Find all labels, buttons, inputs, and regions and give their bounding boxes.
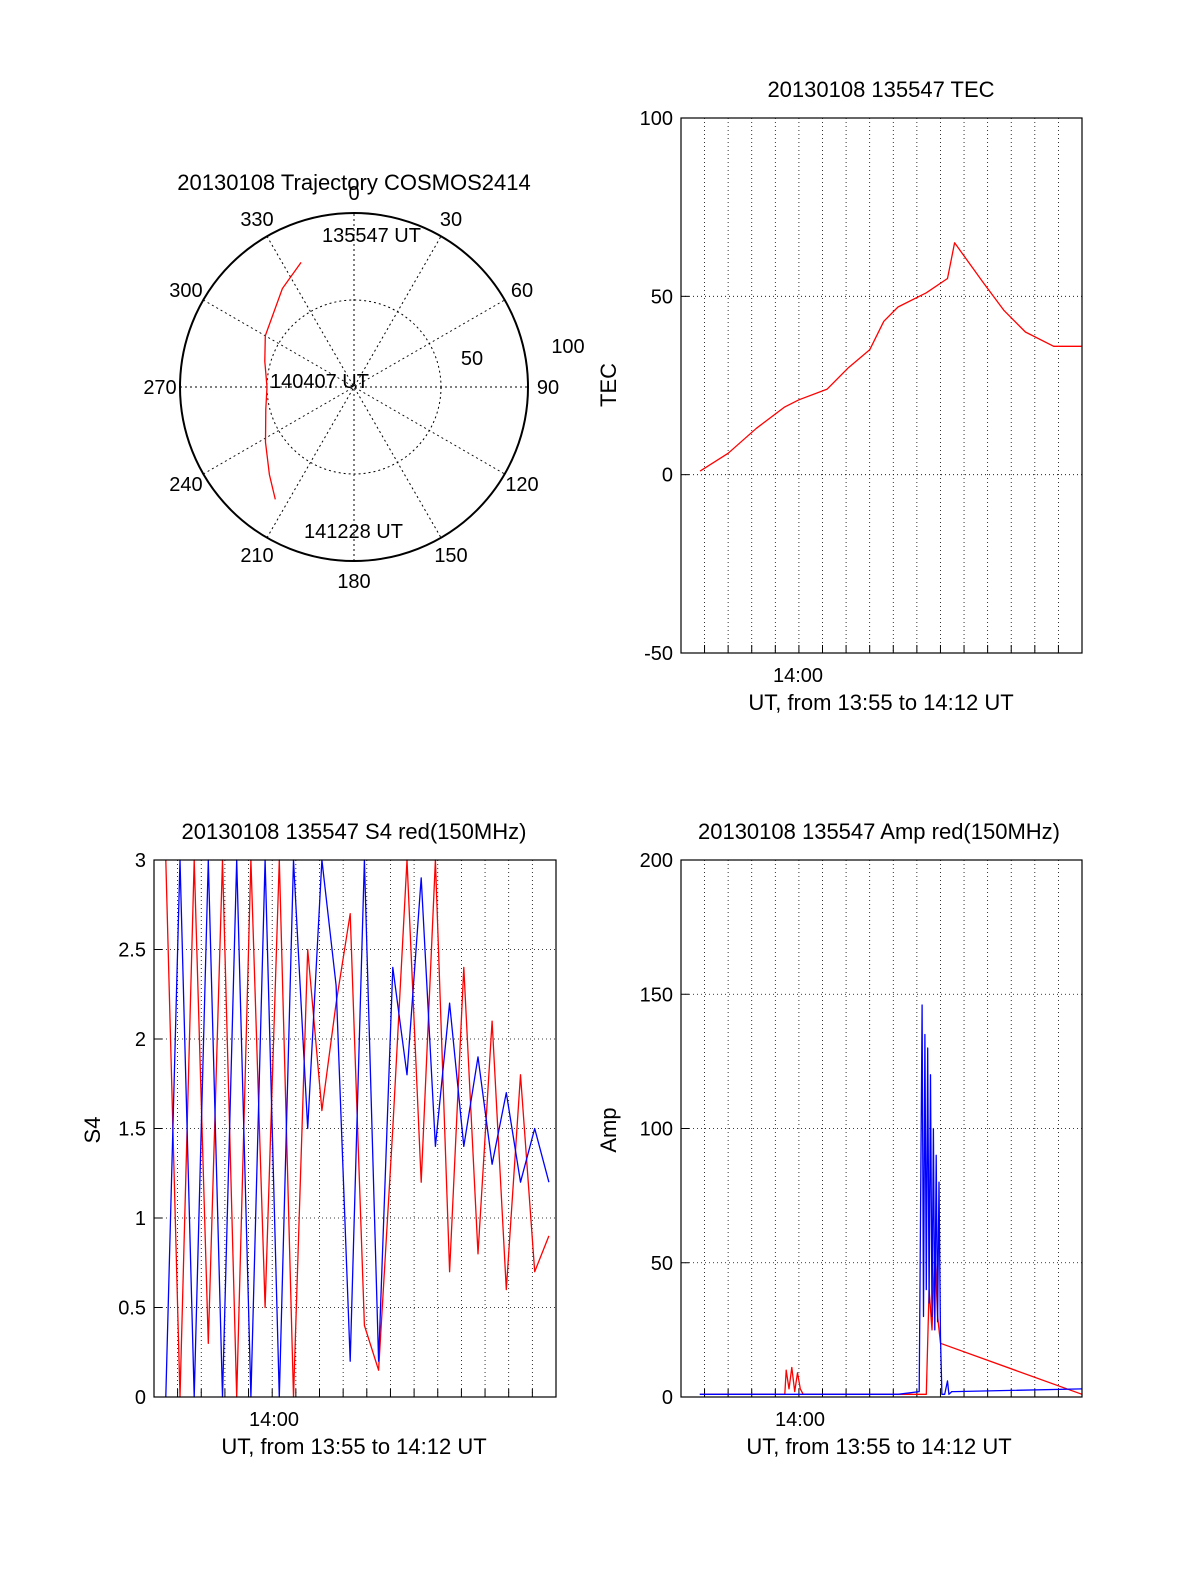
amp-x-axis-label: UT, from 13:55 to 14:12 UT [746,1434,1011,1459]
polar-grid [179,212,529,562]
annotation-mid-time: 140407 UT [270,371,369,393]
s4-y-tick-label: 1 [135,1208,146,1230]
azimuth-label: 120 [505,474,538,496]
s4-y-tick-label: 2.5 [118,940,146,962]
tec-y-tick-label: 50 [651,286,673,308]
tec-y-ticks: 100 50 0 -50 [640,108,673,665]
tec-y-tick-label: 0 [662,465,673,487]
tec-y-tick-label: -50 [644,643,673,665]
polar-labels: 0 30 60 90 120 150 180 210 240 270 300 330 50 100 [143,183,584,593]
amp-y-tick-label: 100 [640,1119,673,1141]
tec-x-axis-label: UT, from 13:55 to 14:12 UT [748,690,1013,715]
trajectory-line [264,262,302,500]
azimuth-label: 0 [348,183,359,205]
s4-chart: 20130108 135547 S4 red(150MHz) 3 2.5 2 1.5 1… [80,819,557,1459]
tec-y-axis-label: TEC [596,363,621,407]
amp-x-tick-label: 14:00 [775,1409,825,1431]
s4-x-tick-label: 14:00 [249,1409,299,1431]
s4-y-tick-label: 0 [135,1387,146,1409]
polar-spoke [203,299,505,475]
amp-grid [681,859,1082,1398]
s4-y-tick-label: 3 [135,850,146,872]
amp-y-tick-label: 150 [640,984,673,1006]
s4-y-ticks: 3 2.5 2 1.5 1 0.5 0 [118,850,146,1409]
polar-spoke [266,236,442,538]
azimuth-label: 330 [240,209,273,231]
s4-x-axis-label: UT, from 13:55 to 14:12 UT [221,1434,486,1459]
azimuth-label: 300 [169,280,202,302]
radial-label: 50 [461,348,483,370]
amp-y-axis-label: Amp [596,1107,621,1152]
tec-title: 20130108 135547 TEC [767,77,994,102]
azimuth-label: 150 [434,545,467,567]
amp-plot-frame [680,859,1083,1398]
azimuth-label: 180 [337,571,370,593]
tec-series-line [699,242,1082,472]
amp-y-ticks: 200 150 100 50 0 [640,850,673,1409]
trajectory-polar-plot: 20130108 Trajectory COSMOS2414 0 30 60 90 12… [143,170,584,593]
s4-y-tick-label: 0.5 [118,1298,146,1320]
tec-plot-frame [680,117,1083,654]
amp-chart: 20130108 135547 Amp red(150MHz) 200 150 10… [596,819,1083,1459]
azimuth-label: 270 [143,377,176,399]
polar-spoke [203,299,505,475]
tec-chart: 20130108 135547 TEC 100 50 0 -50 14:00 UT, … [596,77,1083,715]
s4-title: 20130108 135547 S4 red(150MHz) [182,819,527,844]
tec-grid [681,117,1082,654]
tec-x-tick-label: 14:00 [773,665,823,687]
amp-y-tick-label: 0 [662,1387,673,1409]
amp-y-tick-label: 200 [640,850,673,872]
trajectory-title: 20130108 Trajectory COSMOS2414 [177,170,530,195]
azimuth-label: 210 [240,545,273,567]
s4-y-tick-label: 2 [135,1029,146,1051]
azimuth-label: 240 [169,474,202,496]
polar-series [264,262,302,500]
tec-y-tick-label: 100 [640,108,673,130]
s4-y-axis-label: S4 [80,1117,105,1144]
azimuth-label: 60 [511,280,533,302]
amp-series-line [699,1248,1083,1395]
amp-series [699,1004,1083,1395]
annotation-end-time: 141228 UT [304,521,403,543]
s4-series-line [165,859,550,1398]
radial-label: 100 [551,336,584,358]
amp-y-tick-label: 50 [651,1253,673,1275]
tec-series [699,242,1082,472]
s4-plot-frame [153,859,557,1398]
annotation-start-time: 135547 UT [322,225,421,247]
polar-spoke [266,236,442,538]
s4-series [165,859,550,1398]
azimuth-label: 30 [440,209,462,231]
amp-title: 20130108 135547 Amp red(150MHz) [698,819,1060,844]
azimuth-label: 90 [537,377,559,399]
s4-y-tick-label: 1.5 [118,1119,146,1141]
amp-series-line [699,1004,1083,1395]
